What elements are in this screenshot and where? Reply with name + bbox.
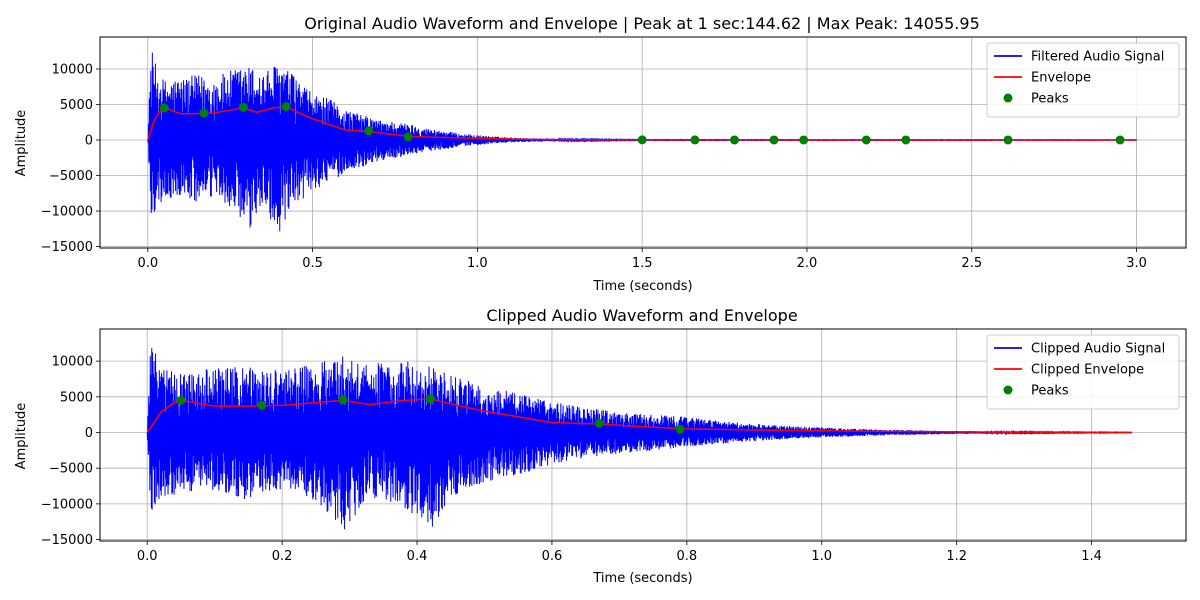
y-tick-label: −5000 bbox=[49, 169, 93, 184]
y-axis-label: Amplitude bbox=[14, 403, 29, 470]
x-tick-label: 1.4 bbox=[1081, 549, 1102, 564]
x-tick-label: 2.5 bbox=[961, 256, 982, 271]
legend-box bbox=[986, 42, 1180, 118]
waveform-line bbox=[146, 348, 1133, 530]
x-tick-label: 1.0 bbox=[467, 256, 488, 271]
x-tick-label: 1.0 bbox=[811, 549, 832, 564]
legend-label: Clipped Audio Signal bbox=[1031, 342, 1165, 357]
x-tick-label: 0.2 bbox=[272, 549, 293, 564]
peak-marker bbox=[901, 135, 911, 145]
x-tick-label: 0.5 bbox=[302, 256, 323, 271]
bottom-chart: Clipped Audio Waveform and Envelope 0.0 0… bbox=[14, 306, 1187, 586]
x-tick-label: 0.6 bbox=[542, 549, 563, 564]
plot-frame bbox=[99, 328, 1187, 542]
legend-label: Clipped Envelope bbox=[1031, 363, 1144, 378]
peak-marker bbox=[238, 102, 248, 112]
y-tick-label: 10000 bbox=[52, 62, 93, 77]
peak-marker bbox=[637, 135, 647, 145]
peak-marker bbox=[281, 102, 291, 112]
top-chart: Original Audio Waveform and Envelope | P… bbox=[14, 14, 1187, 294]
peak-marker bbox=[199, 108, 209, 118]
peak-marker bbox=[690, 135, 700, 145]
y-tick-label: 5000 bbox=[60, 98, 93, 113]
y-tick-label: 10000 bbox=[52, 355, 93, 370]
legend-label: Peaks bbox=[1031, 92, 1069, 107]
x-tick-label: 0.0 bbox=[137, 549, 158, 564]
peak-marker bbox=[1115, 135, 1125, 145]
legend-marker bbox=[1003, 93, 1013, 103]
x-tick-label: 0.4 bbox=[407, 549, 428, 564]
chart-title: Clipped Audio Waveform and Envelope bbox=[486, 306, 797, 325]
series-layer bbox=[146, 348, 1133, 530]
legend: Filtered Audio Signal Envelope Peaks bbox=[986, 42, 1180, 118]
peak-marker bbox=[675, 424, 685, 434]
x-tick-label: 3.0 bbox=[1126, 256, 1147, 271]
legend-label: Peaks bbox=[1031, 384, 1069, 399]
peak-marker bbox=[769, 135, 779, 145]
chart-title: Original Audio Waveform and Envelope | P… bbox=[304, 14, 980, 33]
y-tick-label: 0 bbox=[85, 426, 93, 441]
tick-layer: 0.0 0.5 1.0 1.5 2.0 2.5 3.0 −15000 −10000 −5000 0 5… bbox=[41, 62, 1147, 271]
y-tick-label: −15000 bbox=[41, 533, 93, 548]
y-tick-label: −5000 bbox=[49, 462, 93, 477]
peak-marker bbox=[364, 126, 374, 136]
peak-marker bbox=[338, 395, 348, 405]
envelope-line bbox=[146, 398, 1133, 434]
x-tick-label: 0.8 bbox=[677, 549, 698, 564]
legend-label: Envelope bbox=[1031, 71, 1091, 86]
x-tick-label: 2.0 bbox=[797, 256, 818, 271]
y-tick-label: 0 bbox=[85, 134, 93, 149]
x-axis-label: Time (seconds) bbox=[592, 279, 692, 294]
peak-marker bbox=[1003, 135, 1013, 145]
peak-marker bbox=[799, 135, 809, 145]
y-tick-label: −10000 bbox=[41, 497, 93, 512]
series-layer bbox=[147, 52, 1137, 232]
x-tick-label: 0.0 bbox=[137, 256, 158, 271]
peak-marker bbox=[159, 103, 169, 113]
envelope-line bbox=[147, 105, 1137, 141]
legend-box bbox=[986, 334, 1180, 410]
x-tick-label: 1.5 bbox=[632, 256, 653, 271]
tick-layer: 0.0 0.2 0.4 0.6 0.8 1.0 1.2 1.4 −15000 −10000 −500… bbox=[41, 355, 1102, 564]
legend-marker bbox=[1003, 385, 1013, 395]
legend: Clipped Audio Signal Clipped Envelope Peak… bbox=[986, 334, 1180, 410]
peak-marker bbox=[176, 395, 186, 405]
peak-marker bbox=[861, 135, 871, 145]
peak-marker bbox=[729, 135, 739, 145]
legend-label: Filtered Audio Signal bbox=[1031, 50, 1164, 65]
plot-frame bbox=[99, 36, 1187, 249]
y-tick-label: 5000 bbox=[60, 390, 93, 405]
peak-marker bbox=[403, 132, 413, 142]
y-tick-label: −15000 bbox=[41, 240, 93, 255]
y-tick-label: −10000 bbox=[41, 205, 93, 220]
peak-marker bbox=[426, 394, 436, 404]
peak-marker bbox=[257, 400, 267, 410]
x-axis-label: Time (seconds) bbox=[592, 571, 692, 586]
peak-marker bbox=[594, 418, 604, 428]
y-axis-label: Amplitude bbox=[14, 110, 29, 177]
x-tick-label: 1.2 bbox=[946, 549, 967, 564]
